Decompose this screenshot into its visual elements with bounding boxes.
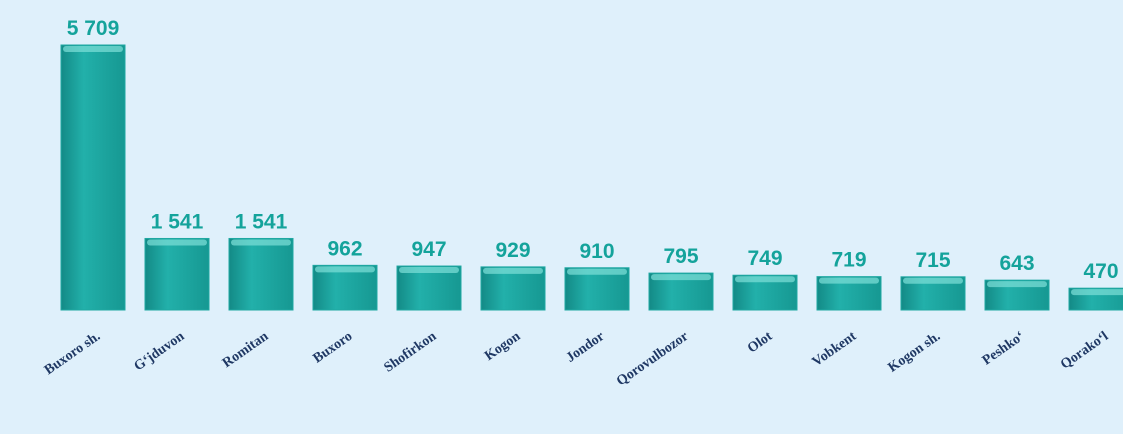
value-label: 643	[999, 252, 1034, 275]
bar-highlight	[735, 276, 795, 283]
bar	[396, 265, 462, 311]
value-label: 795	[663, 245, 698, 268]
value-label: 749	[747, 247, 782, 270]
value-label: 947	[411, 238, 446, 261]
bar-highlight	[567, 268, 627, 275]
value-label: 929	[495, 239, 530, 262]
bar	[480, 266, 546, 311]
bar-highlight	[399, 267, 459, 274]
bar	[312, 264, 378, 311]
value-label: 715	[915, 249, 950, 272]
bar-highlight	[903, 277, 963, 284]
bar-highlight	[1071, 289, 1123, 296]
bar-highlight	[63, 46, 123, 52]
bar-highlight	[315, 266, 375, 273]
value-label: 962	[327, 237, 362, 260]
bar	[228, 237, 294, 311]
bar-highlight	[987, 281, 1047, 288]
bar-highlight	[651, 274, 711, 281]
bar-highlight	[483, 267, 543, 274]
value-label: 1 541	[235, 210, 288, 233]
value-label: 719	[831, 249, 866, 272]
value-label: 1 541	[151, 210, 204, 233]
value-label: 5 709	[67, 17, 120, 40]
bar	[144, 237, 210, 311]
bar	[564, 267, 630, 311]
bar-highlight	[231, 239, 291, 246]
bar-highlight	[819, 277, 879, 284]
value-label: 910	[579, 240, 614, 263]
bar	[60, 44, 126, 311]
value-label: 470	[1083, 260, 1118, 283]
bar-highlight	[147, 239, 207, 246]
